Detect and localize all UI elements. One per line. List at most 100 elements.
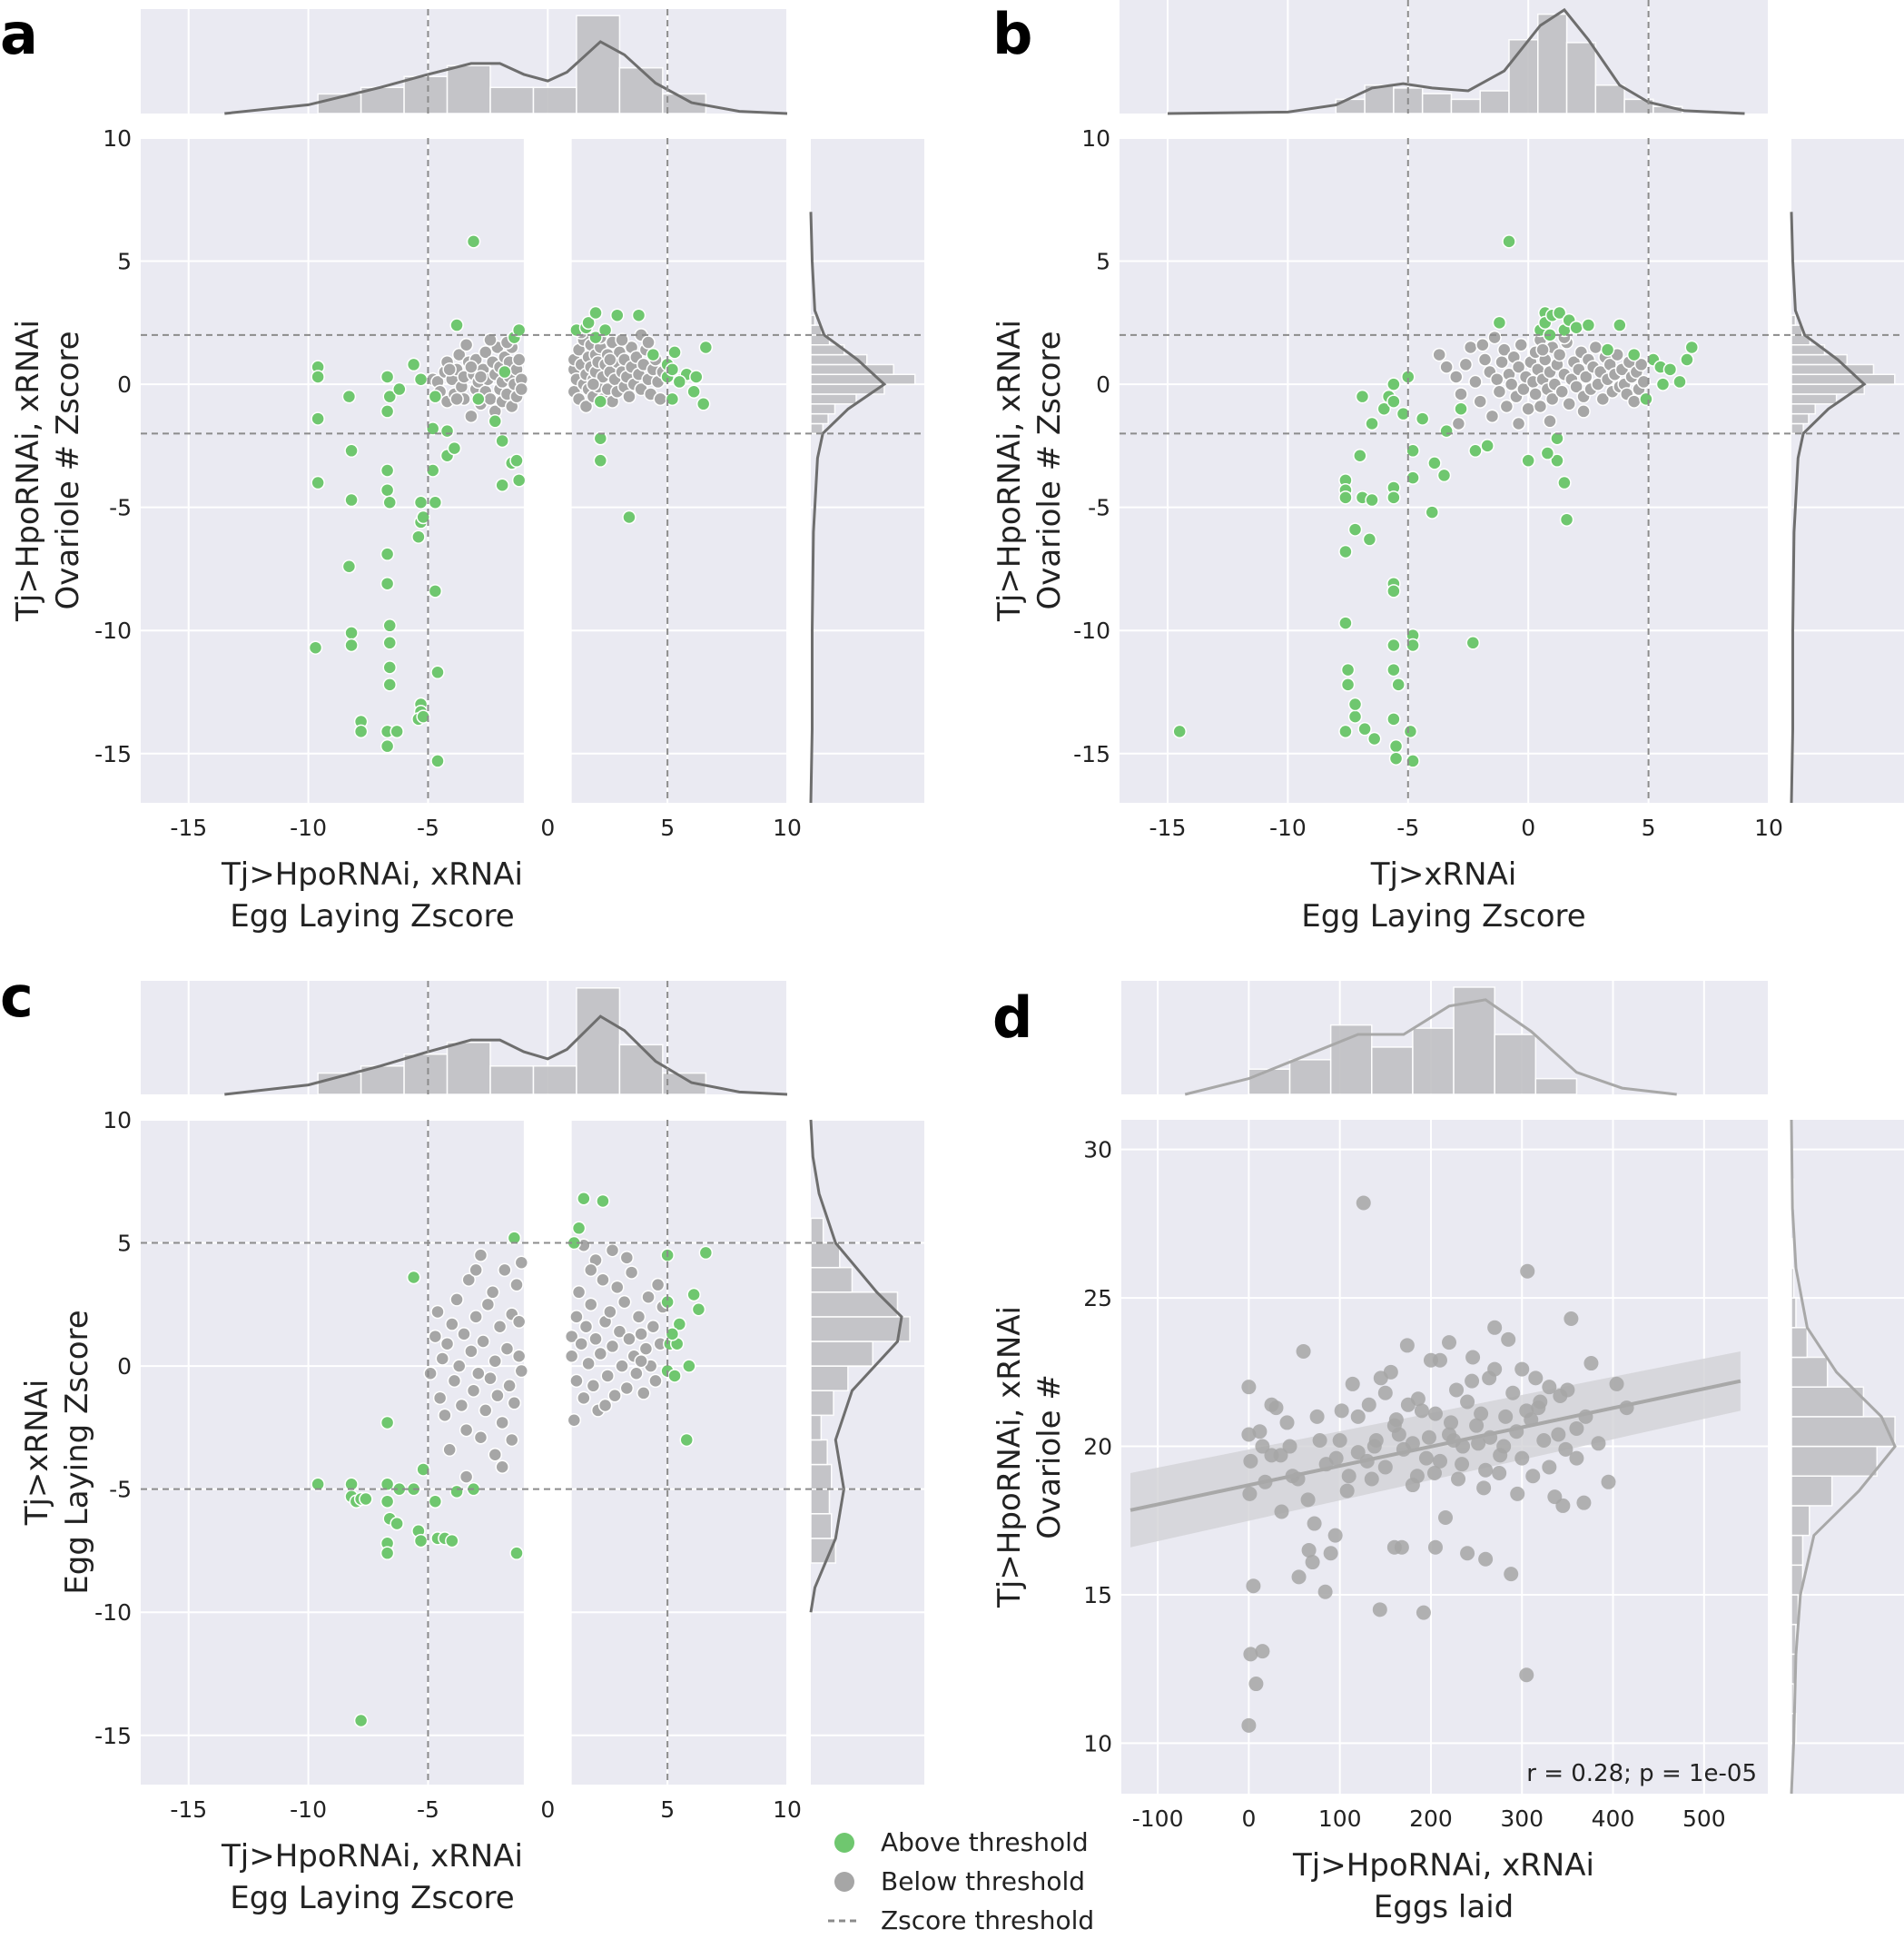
point-below-threshold bbox=[1364, 1471, 1379, 1487]
right-kde-line bbox=[809, 1119, 903, 1613]
point-below-threshold bbox=[1487, 330, 1502, 345]
y-tick-label: -5 bbox=[1088, 495, 1110, 521]
top-histogram-bar bbox=[446, 1041, 491, 1095]
point-below-threshold bbox=[1391, 1427, 1406, 1442]
x-tick-label: 5 bbox=[1642, 815, 1656, 841]
point-below-threshold bbox=[1242, 1486, 1258, 1501]
point-below-threshold bbox=[593, 1346, 608, 1361]
top-histogram-bar bbox=[360, 1065, 405, 1095]
point-below-threshold bbox=[473, 1430, 488, 1445]
point-above-threshold bbox=[1338, 544, 1353, 559]
point-above-threshold bbox=[1600, 342, 1615, 357]
point-below-threshold bbox=[509, 1277, 524, 1292]
y-tick-label: -5 bbox=[109, 1477, 132, 1503]
point-below-threshold bbox=[1496, 342, 1512, 357]
point-above-threshold bbox=[341, 559, 357, 574]
point-below-threshold bbox=[569, 1310, 584, 1324]
point-below-threshold bbox=[1578, 370, 1593, 384]
point-above-threshold bbox=[1550, 453, 1564, 468]
point-below-threshold bbox=[1427, 1406, 1443, 1421]
point-above-threshold bbox=[311, 475, 325, 490]
point-below-threshold bbox=[619, 1251, 635, 1265]
point-above-threshold bbox=[413, 1533, 429, 1548]
point-above-threshold bbox=[1365, 416, 1379, 431]
point-above-threshold bbox=[1415, 411, 1430, 426]
point-below-threshold bbox=[1455, 1457, 1470, 1472]
point-below-threshold bbox=[1442, 1335, 1457, 1350]
point-below-threshold bbox=[514, 1255, 529, 1270]
point-below-threshold bbox=[564, 1349, 579, 1364]
point-below-threshold bbox=[634, 1353, 648, 1369]
point-above-threshold bbox=[416, 1462, 430, 1477]
legend-label: Zscore threshold bbox=[881, 1905, 1094, 1935]
right-histogram-bar bbox=[1791, 1297, 1797, 1329]
point-below-threshold bbox=[1583, 1356, 1599, 1371]
point-above-threshold bbox=[1569, 321, 1583, 335]
panel-letter: a bbox=[0, 1, 38, 67]
point-below-threshold bbox=[1626, 394, 1642, 409]
point-below-threshold bbox=[1475, 337, 1490, 352]
y-tick-label: 20 bbox=[1083, 1434, 1112, 1460]
right-histogram-bar bbox=[810, 393, 857, 405]
point-below-threshold bbox=[1305, 1555, 1320, 1570]
point-below-threshold bbox=[1432, 347, 1446, 362]
point-above-threshold bbox=[380, 482, 395, 498]
x-tick-label: -10 bbox=[290, 1796, 327, 1823]
point-below-threshold bbox=[1562, 397, 1576, 411]
top-histogram-bar bbox=[446, 64, 491, 114]
point-below-threshold bbox=[1543, 414, 1557, 429]
point-below-threshold bbox=[502, 1379, 517, 1393]
right-marginal-area bbox=[811, 1120, 924, 1785]
point-below-threshold bbox=[584, 1262, 598, 1278]
top-histogram-bar bbox=[532, 1065, 577, 1095]
point-above-threshold bbox=[390, 724, 404, 739]
point-above-threshold bbox=[588, 305, 603, 321]
point-below-threshold bbox=[1609, 1376, 1624, 1391]
point-above-threshold bbox=[596, 1193, 610, 1209]
point-above-threshold bbox=[667, 345, 682, 360]
point-below-threshold bbox=[1377, 1385, 1393, 1400]
point-above-threshold bbox=[382, 618, 398, 633]
point-below-threshold bbox=[1473, 394, 1487, 409]
top-histogram-bar bbox=[1412, 1027, 1455, 1095]
point-below-threshold bbox=[1423, 1352, 1438, 1368]
point-above-threshold bbox=[1552, 305, 1567, 321]
point-below-threshold bbox=[1535, 342, 1550, 357]
point-below-threshold bbox=[1525, 1469, 1541, 1484]
point-above-threshold bbox=[380, 404, 395, 419]
point-below-threshold bbox=[1438, 1510, 1454, 1526]
point-below-threshold bbox=[514, 1363, 529, 1379]
point-above-threshold bbox=[413, 495, 429, 509]
point-above-threshold bbox=[359, 1491, 373, 1507]
point-above-threshold bbox=[1427, 456, 1442, 470]
point-below-threshold bbox=[1373, 1370, 1388, 1386]
point-below-threshold bbox=[586, 377, 601, 391]
point-below-threshold bbox=[622, 1331, 636, 1347]
point-below-threshold bbox=[648, 1373, 663, 1389]
y-tick-label: 30 bbox=[1083, 1137, 1112, 1163]
point-above-threshold bbox=[428, 495, 443, 509]
top-kde-line bbox=[1184, 998, 1677, 1096]
point-below-threshold bbox=[454, 1398, 469, 1413]
panel-a: a -15 -10 -5 0 5 10 -15 -10 -5 0 5 10 Tj>HpoRNAi, xRN… bbox=[0, 1, 924, 935]
point-above-threshold bbox=[698, 1245, 714, 1261]
legend-marker bbox=[834, 1833, 854, 1853]
point-below-threshold bbox=[1528, 387, 1543, 401]
point-below-threshold bbox=[581, 1356, 596, 1371]
point-below-threshold bbox=[1264, 1397, 1279, 1412]
point-above-threshold bbox=[1386, 377, 1401, 391]
top-histogram-bar bbox=[1494, 1034, 1537, 1095]
point-below-threshold bbox=[1386, 1539, 1402, 1555]
point-below-threshold bbox=[488, 1447, 503, 1462]
x-axis-label: Egg Laying Zscore bbox=[230, 898, 514, 935]
point-above-threshold bbox=[382, 495, 398, 509]
point-below-threshold bbox=[629, 1366, 644, 1380]
point-above-threshold bbox=[380, 1477, 395, 1491]
point-below-threshold bbox=[435, 1351, 450, 1366]
point-below-threshold bbox=[485, 1285, 500, 1300]
point-below-threshold bbox=[1511, 360, 1526, 374]
point-below-threshold bbox=[511, 1314, 527, 1330]
point-below-threshold bbox=[615, 1359, 629, 1373]
point-below-threshold bbox=[1421, 1430, 1436, 1445]
x-tick-label: -15 bbox=[1149, 815, 1187, 841]
